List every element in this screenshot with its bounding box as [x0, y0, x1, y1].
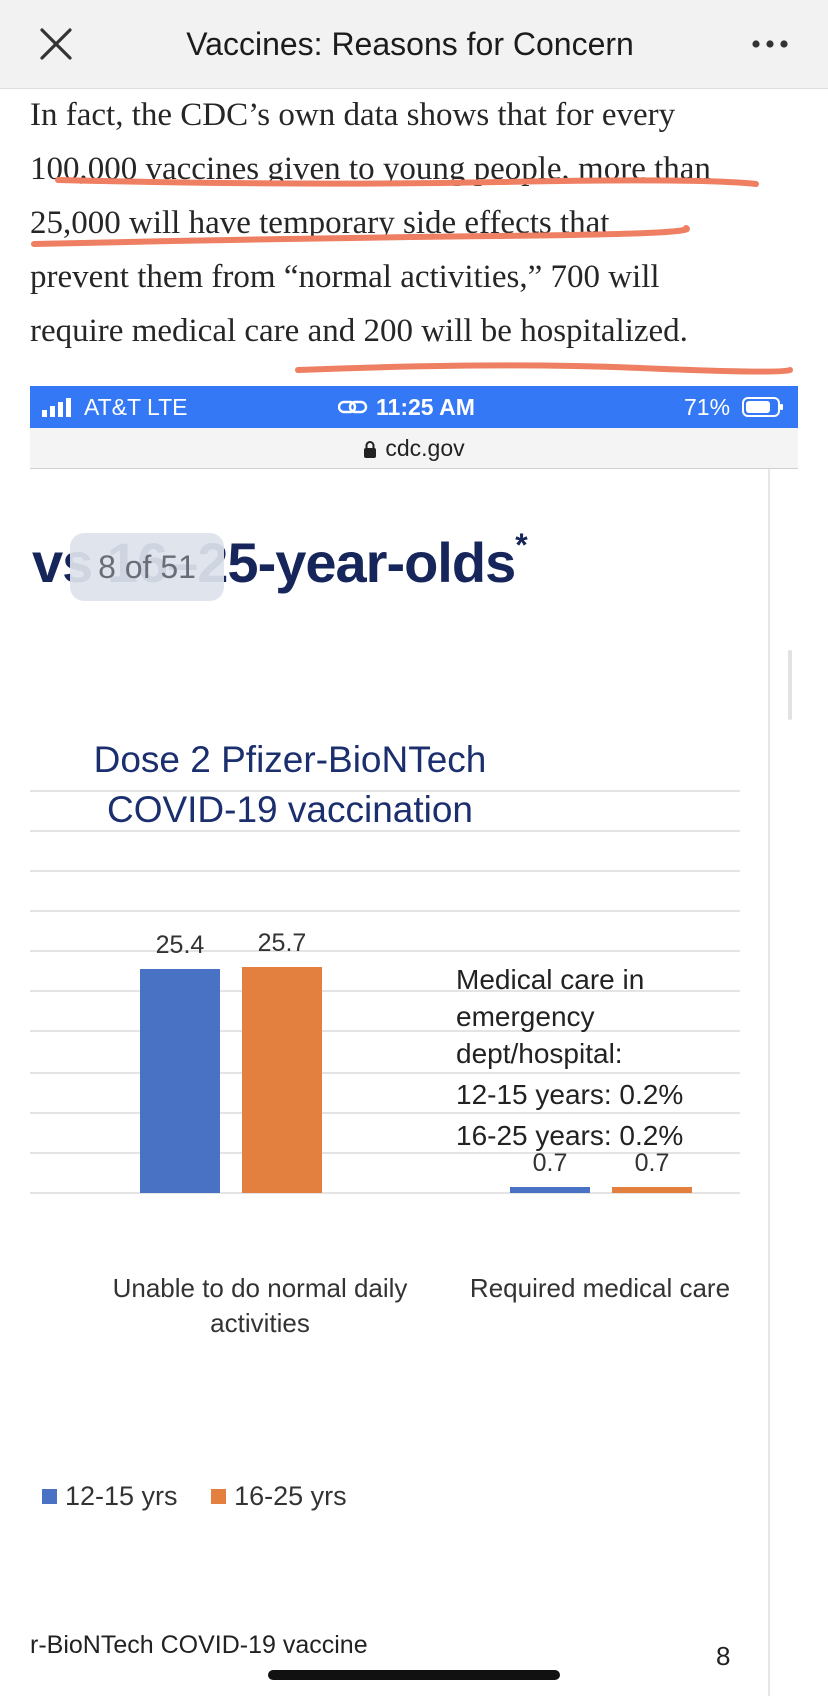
note-line: emergency	[456, 1001, 595, 1032]
battery-icon	[742, 397, 783, 417]
address-bar[interactable]: cdc.gov	[30, 428, 798, 469]
bar-12-15-yrs-0	[140, 969, 220, 1193]
bar-value-label: 25.7	[257, 928, 307, 957]
bar-value-label: 0.7	[634, 1148, 670, 1177]
slide-footer-text: r-BioNTech COVID-19 vaccine	[30, 1631, 368, 1659]
link-icon	[338, 400, 368, 414]
gridline	[30, 910, 740, 912]
bar-value-label: 0.7	[532, 1148, 568, 1177]
home-indicator[interactable]	[268, 1670, 560, 1680]
note-line: 12-15 years: 0.2%	[456, 1079, 684, 1110]
bar-16-25-yrs-1	[612, 1186, 692, 1193]
legend-label: 16-25 yrs	[234, 1481, 347, 1511]
more-options-icon[interactable]	[750, 30, 790, 58]
heading-asterisk: *	[515, 527, 527, 563]
gridline	[30, 1030, 740, 1032]
url-text: cdc.gov	[385, 435, 465, 461]
close-icon[interactable]	[36, 24, 76, 64]
signal-icon	[42, 398, 71, 417]
note-line: Medical care in	[456, 964, 645, 995]
legend-item-16-25: 16-25 yrs	[211, 1481, 347, 1511]
category-label-medical-care: Required medical care	[450, 1271, 750, 1306]
article-line: 25,000 will have temporary side effects …	[30, 205, 610, 241]
bar-12-15-yrs-1	[510, 1186, 590, 1193]
chart-title-line-1: Dose 2 Pfizer-BioNTech	[93, 739, 487, 780]
medical-care-note: Medical care in emergency dept/hospital:…	[456, 961, 683, 1154]
scroll-indicator[interactable]	[788, 650, 792, 720]
page-title: Vaccines: Reasons for Concern	[186, 26, 634, 62]
category-label-line: Required medical care	[469, 1273, 731, 1303]
chart-title-line-2: COVID-19 vaccination	[106, 789, 474, 830]
app-bar: Vaccines: Reasons for Concern	[0, 0, 828, 89]
article-line: require medical care and 200 will be hos…	[30, 313, 688, 349]
gridline	[30, 870, 740, 872]
slide-page-number: 8	[716, 1641, 731, 1671]
gridline	[30, 950, 740, 952]
gridline	[30, 990, 740, 992]
legend-swatch	[211, 1489, 227, 1504]
embedded-screenshot: AT&T LTE 11:25 AM 71% cdc.gov vs 16–25-y…	[30, 386, 798, 1696]
note-line: dept/hospital:	[456, 1038, 623, 1069]
bar-16-25-yrs-0	[242, 966, 322, 1193]
article-line: prevent them from “normal activities,” 7…	[30, 259, 660, 295]
note-line: 16-25 years: 0.2%	[456, 1120, 684, 1151]
gridline	[30, 1152, 740, 1154]
category-label-line: Unable to do normal daily	[112, 1273, 408, 1303]
article-line: 100,000 vaccines given to young people, …	[30, 151, 711, 187]
gridline	[30, 1072, 740, 1074]
article-line: In fact, the CDC’s own data shows that f…	[30, 97, 676, 133]
gridline	[30, 1192, 740, 1194]
gridline	[30, 1112, 740, 1114]
legend-label: 12-15 yrs	[65, 1481, 178, 1511]
status-bar: AT&T LTE 11:25 AM 71%	[30, 386, 798, 428]
legend-item-12-15: 12-15 yrs	[42, 1481, 178, 1511]
underline-stroke	[295, 362, 793, 375]
article-text: In fact, the CDC’s own data shows that f…	[30, 88, 810, 358]
legend-swatch	[42, 1489, 57, 1504]
gridline	[30, 830, 740, 832]
slide: vs 16–25-year-olds* 8 of 51 Dose 2 Pfize…	[30, 469, 770, 1696]
chart-legend: 12-15 yrs 16-25 yrs	[42, 1481, 373, 1512]
category-label-daily-activities: Unable to do normal daily activities	[70, 1271, 450, 1341]
category-label-line: activities	[210, 1308, 310, 1338]
gridline	[30, 790, 740, 792]
carrier-label: AT&T LTE	[84, 394, 188, 420]
bar-value-label: 25.4	[155, 931, 205, 960]
status-time: 11:25 AM	[376, 394, 475, 420]
lock-icon	[364, 441, 377, 458]
page-counter: 8 of 51	[70, 533, 224, 601]
battery-percent: 71%	[684, 394, 731, 420]
